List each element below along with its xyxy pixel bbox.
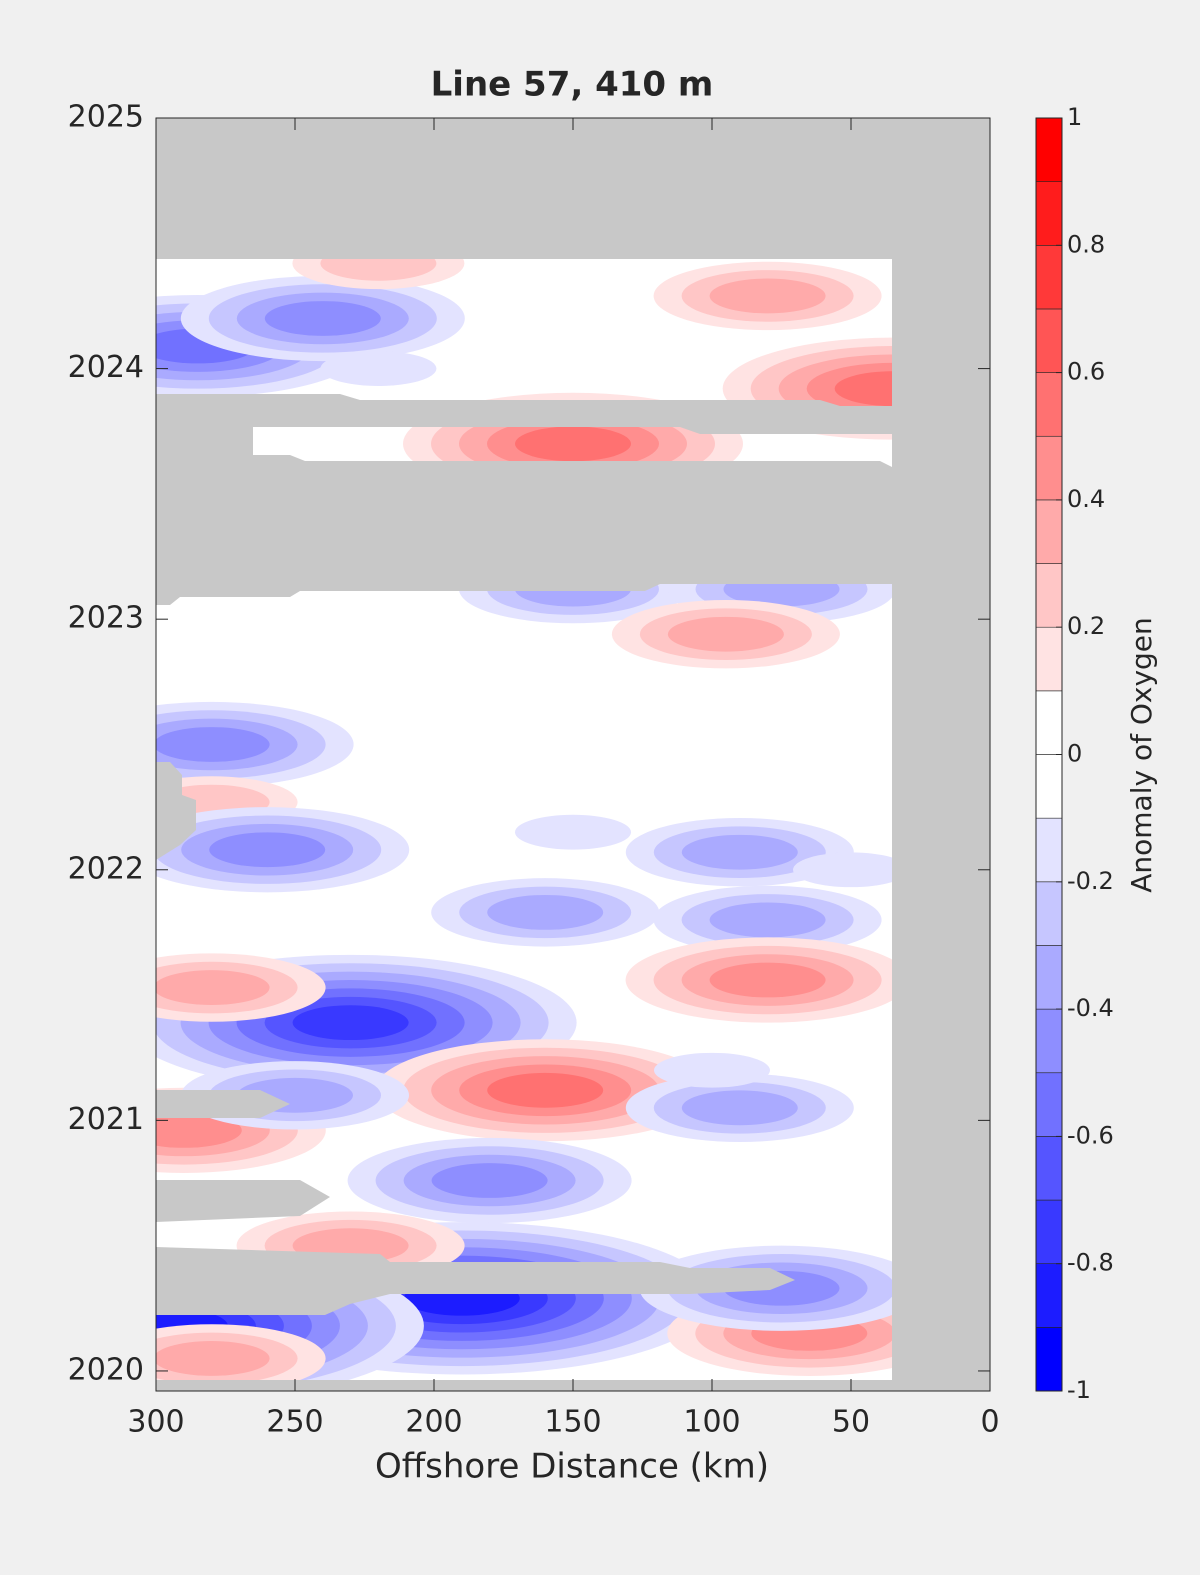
- colorbar-bin: [1035, 1327, 1063, 1392]
- x-tick-label: 0: [980, 1405, 999, 1440]
- colorbar-bin: [1035, 245, 1063, 310]
- contour-region: [681, 834, 798, 870]
- x-tick-label: 100: [683, 1405, 740, 1440]
- colorbar-tick-label: 0: [1067, 740, 1082, 768]
- contour-region: [709, 902, 826, 938]
- x-tick-label: 300: [127, 1405, 184, 1440]
- contour-region: [156, 970, 270, 1005]
- contour-region: [156, 727, 270, 762]
- contour-region: [667, 616, 784, 652]
- y-tick-label: 2025: [68, 100, 144, 135]
- colorbar-bin: [1035, 372, 1063, 437]
- y-tick-label: 2021: [68, 1102, 144, 1137]
- colorbar-bin: [1035, 1263, 1063, 1328]
- colorbar-tick-label: 0.2: [1067, 612, 1105, 640]
- contour-region: [156, 1341, 270, 1376]
- x-tick-label: 250: [266, 1405, 323, 1440]
- x-tick-label: 200: [405, 1405, 462, 1440]
- contour-region: [515, 814, 631, 850]
- contour-region: [320, 259, 437, 281]
- contour-region: [264, 301, 381, 336]
- colorbar-bin: [1035, 1136, 1063, 1201]
- no-data-mask: [156, 394, 892, 1315]
- colorbar-tick-label: 0.6: [1067, 358, 1105, 386]
- contour-region: [320, 351, 437, 386]
- contour-region: [487, 894, 604, 930]
- contour-region: [709, 278, 826, 314]
- colorbar-bin: [1035, 690, 1063, 755]
- contour-region: [292, 1005, 409, 1041]
- colorbar-bin: [1035, 626, 1063, 692]
- colorbar-bin: [1035, 945, 1063, 1010]
- colorbar-tick-label: 0.4: [1067, 485, 1105, 513]
- contour-region: [209, 832, 326, 868]
- y-tick-label: 2022: [68, 851, 144, 886]
- contour-region: [709, 962, 826, 998]
- x-axis-label: Offshore Distance (km): [375, 1447, 769, 1487]
- colorbar-bin: [1035, 817, 1063, 883]
- colorbar-bin: [1035, 435, 1063, 501]
- colorbar-bin: [1035, 499, 1063, 564]
- y-tick-label: 2024: [68, 350, 144, 385]
- x-tick-label: 150: [544, 1405, 601, 1440]
- colorbar-bin: [1035, 308, 1063, 373]
- colorbar-bin: [1035, 117, 1063, 182]
- colorbar-tick-label: -0.4: [1067, 994, 1114, 1022]
- colorbar-bin: [1035, 1008, 1063, 1074]
- y-tick-label: 2020: [68, 1352, 144, 1387]
- contour-region: [156, 1112, 242, 1148]
- colorbar-bin: [1035, 181, 1063, 246]
- contour-region: [515, 426, 631, 462]
- contour-region: [834, 371, 892, 407]
- chart-title: Line 57, 410 m: [431, 65, 714, 105]
- x-tick-label: 50: [832, 1405, 870, 1440]
- colorbar-label: Anomaly of Oxygen: [1125, 617, 1158, 893]
- colorbar-tick-label: -0.8: [1067, 1249, 1114, 1277]
- colorbar-bin: [1035, 563, 1063, 628]
- colorbar-tick-label: 0.8: [1067, 230, 1105, 258]
- colorbar-bin: [1035, 881, 1063, 946]
- colorbar-tick-label: -1: [1067, 1376, 1091, 1404]
- contour-region: [487, 1072, 604, 1108]
- contour-region: [431, 1163, 548, 1198]
- contour-region: [681, 1090, 798, 1126]
- colorbar: -1 -0.8 -0.6 -0.4 -0.2 0 0.2 0.4 0.6 0.8 1: [1035, 103, 1114, 1404]
- colorbar-tick-label: -0.6: [1067, 1121, 1114, 1149]
- colorbar-bin: [1035, 754, 1063, 819]
- contour-region: [793, 852, 892, 888]
- colorbar-bin: [1035, 1072, 1063, 1137]
- colorbar-tick-label: 1: [1067, 103, 1082, 131]
- colorbar-bin: [1035, 1199, 1063, 1265]
- colorbar-tick-label: -0.2: [1067, 867, 1114, 895]
- contour-region: [654, 1052, 770, 1088]
- y-tick-label: 2023: [68, 601, 144, 636]
